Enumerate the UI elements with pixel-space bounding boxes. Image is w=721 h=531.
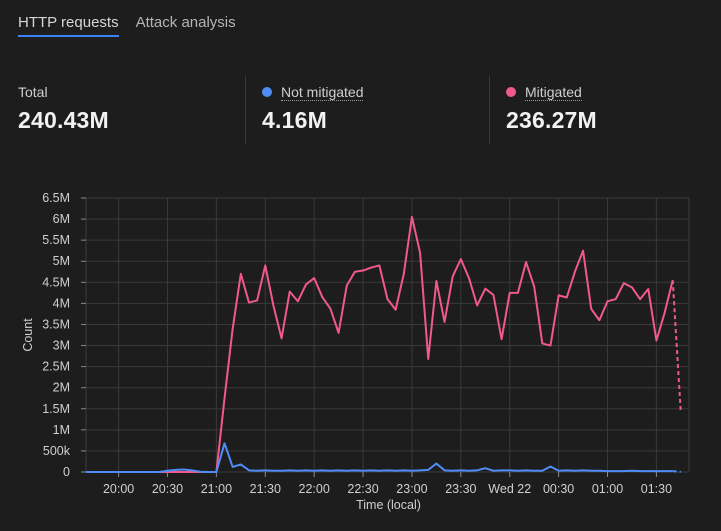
y-tick-label: 5.5M — [42, 233, 70, 247]
y-tick-label: 4.5M — [42, 275, 70, 289]
y-tick-label: 1M — [53, 423, 70, 437]
series-line-mitigated — [86, 215, 674, 473]
stat-total-label: Total — [18, 84, 48, 100]
x-tick-label: 01:00 — [592, 482, 623, 496]
x-tick-label: 20:00 — [103, 482, 134, 496]
x-tick-label: 23:00 — [396, 482, 427, 496]
y-axis: 0 500k 1M 1.5M 2M 2.5M 3M 3.5M 4M 4.5M 5M 5.5M 6M 6.5… — [42, 191, 86, 479]
tab-bar: HTTP requests Attack analysis — [18, 14, 236, 37]
y-tick-label: 3.5M — [42, 317, 70, 331]
tab-attack-analysis[interactable]: Attack analysis — [135, 14, 236, 31]
stat-mitigated-label[interactable]: Mitigated — [506, 83, 597, 101]
tab-http-requests[interactable]: HTTP requests — [18, 14, 119, 37]
x-axis-label: Time (local) — [356, 498, 421, 512]
y-axis-label: Count — [21, 318, 35, 352]
series-line-not-mitigated — [86, 442, 673, 473]
stat-not-mitigated-value: 4.16M — [262, 107, 327, 133]
y-tick-label: 2M — [53, 381, 70, 395]
y-tick-label: 0 — [63, 465, 70, 479]
divider — [245, 76, 246, 144]
requests-line-chart: 0 500k 1M 1.5M 2M 2.5M 3M 3.5M 4M 4.5M 5M 5.5M 6M 6.5… — [21, 191, 690, 512]
x-tick-label: 01:30 — [641, 482, 672, 496]
y-tick-label: 5M — [53, 254, 70, 268]
stat-mitigated-value: 236.27M — [506, 107, 597, 133]
x-axis: 20:00 20:30 21:00 21:30 22:00 22:30 23:00 23:30… — [103, 472, 672, 496]
x-tick-label: 20:30 — [152, 482, 183, 496]
series-partial-segment-not-mitigated — [672, 470, 681, 473]
legend-dot-icon — [262, 87, 272, 97]
y-tick-label: 1.5M — [42, 402, 70, 416]
y-tick-label: 6M — [53, 212, 70, 226]
y-tick-label: 6.5M — [42, 191, 70, 205]
y-tick-label: 4M — [53, 296, 70, 310]
chart-series — [86, 215, 682, 473]
x-tick-label: 22:00 — [299, 482, 330, 496]
stat-mitigated: Mitigated 236.27M — [506, 76, 597, 144]
stat-total-value: 240.43M — [18, 107, 109, 133]
y-tick-label: 3M — [53, 339, 70, 353]
x-tick-label: Wed 22 — [488, 482, 531, 496]
series-partial-segment-mitigated — [671, 280, 682, 414]
stat-not-mitigated-label[interactable]: Not mitigated — [262, 83, 364, 101]
x-tick-label: 23:30 — [445, 482, 476, 496]
y-tick-label: 2.5M — [42, 360, 70, 374]
summary-stats: Total 240.43M Not mitigated 4.16M Mitiga… — [0, 76, 721, 144]
x-tick-label: 22:30 — [347, 482, 378, 496]
x-tick-label: 21:30 — [250, 482, 281, 496]
stat-not-mitigated: Not mitigated 4.16M — [262, 76, 364, 144]
x-tick-label: 00:30 — [543, 482, 574, 496]
y-tick-label: 500k — [43, 444, 71, 458]
divider — [489, 76, 490, 144]
stat-total: Total 240.43M — [18, 76, 109, 144]
x-tick-label: 21:00 — [201, 482, 232, 496]
chart-grid — [85, 197, 690, 473]
legend-dot-icon — [506, 87, 516, 97]
